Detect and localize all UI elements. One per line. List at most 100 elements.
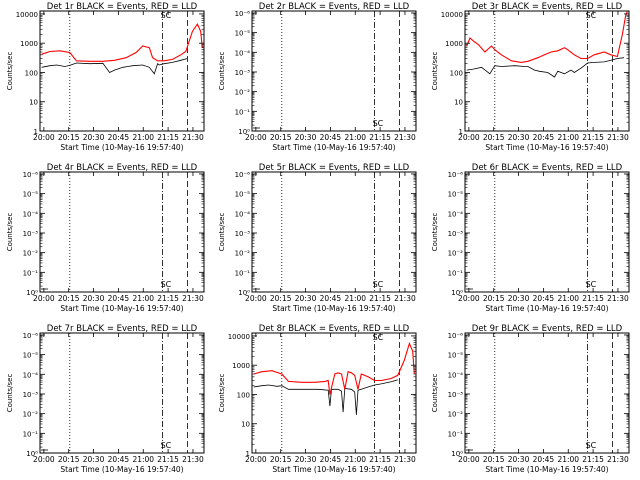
y-axis-label: Counts/sec (6, 213, 14, 252)
events-rate-line (41, 58, 188, 75)
y-tick-label: 100 (25, 69, 38, 77)
y-tick-label: 10⁻³ (448, 230, 464, 238)
x-tick-label: 21:30 (394, 455, 416, 464)
x-axis-label: Start Time (10-May-16 19:57:40) (485, 465, 608, 474)
y-tick-label: 10⁻⁴ (235, 49, 251, 57)
plot-frame (39, 171, 205, 293)
y-tick-label: 10⁻⁵ (448, 352, 464, 360)
x-tick-label: 21:00 (344, 133, 366, 142)
x-tick-label: 21:30 (394, 133, 416, 142)
y-tick-label: 10⁻² (23, 250, 39, 258)
y-tick-label: 10⁻² (235, 250, 251, 258)
x-tick-label: 21:15 (582, 455, 604, 464)
panel-title: Det 3r BLACK = Events, RED = LLD (472, 2, 623, 12)
x-tick-label: 20:15 (58, 455, 80, 464)
x-tick-label: 20:15 (58, 294, 80, 303)
x-tick-label: 20:00 (458, 133, 480, 142)
x-tick-label: 21:15 (157, 133, 179, 142)
x-tick-label: 20:30 (508, 455, 530, 464)
sc-annotation: SC (161, 280, 172, 289)
y-tick-label: 10⁻⁴ (448, 371, 464, 379)
x-tick-label: 21:00 (344, 455, 366, 464)
x-tick-label: 21:30 (394, 294, 416, 303)
y-tick-label: 10⁻¹ (448, 269, 464, 277)
x-tick-label: 20:45 (533, 133, 555, 142)
y-tick-label: 10⁻⁶ (235, 171, 251, 179)
x-tick-label: 21:00 (132, 294, 154, 303)
sc-annotation: SC (161, 11, 172, 20)
x-tick-label: 20:00 (245, 294, 267, 303)
y-tick-label: 10⁻¹ (448, 430, 464, 438)
x-tick-label: 20:00 (458, 294, 480, 303)
x-tick-label: 20:45 (533, 455, 555, 464)
x-tick-label: 20:30 (295, 294, 317, 303)
x-tick-label: 20:45 (320, 455, 342, 464)
y-tick-label: 10⁻² (23, 411, 39, 419)
y-tick-label: 10⁻³ (235, 230, 251, 238)
x-axis-label: Start Time (10-May-16 19:57:40) (60, 465, 183, 474)
y-tick-label: 10⁻² (235, 89, 251, 97)
events-rate-line (253, 379, 398, 415)
y-tick-label: 10⁻⁶ (23, 332, 39, 340)
x-tick-label: 20:15 (270, 294, 292, 303)
panel-title: Det 2r BLACK = Events, RED = LLD (259, 2, 410, 12)
x-tick-label: 20:15 (483, 133, 505, 142)
y-tick-label: 10⁻⁴ (448, 210, 464, 218)
x-tick-label: 20:15 (270, 133, 292, 142)
x-tick-label: 20:30 (295, 133, 317, 142)
y-axis-label: Counts/sec (218, 52, 226, 91)
y-tick-label: 10⁻⁵ (448, 191, 464, 199)
x-axis-label: Start Time (10-May-16 19:57:40) (272, 304, 395, 313)
x-tick-label: 20:30 (508, 133, 530, 142)
x-tick-label: 20:30 (83, 294, 105, 303)
x-tick-label: 21:15 (157, 455, 179, 464)
x-axis-label: Start Time (10-May-16 19:57:40) (272, 465, 395, 474)
y-tick-label: 10⁻⁵ (23, 352, 39, 360)
x-tick-label: 21:15 (369, 133, 391, 142)
x-tick-label: 21:30 (182, 294, 204, 303)
y-tick-label: 10⁰ (26, 289, 38, 297)
y-tick-label: 10⁻¹ (235, 269, 251, 277)
y-tick-label: 100 (450, 69, 463, 77)
x-tick-label: 21:30 (607, 133, 629, 142)
sc-annotation: SC (586, 441, 597, 450)
x-tick-label: 20:30 (295, 455, 317, 464)
x-tick-label: 21:00 (132, 133, 154, 142)
x-axis-label: Start Time (10-May-16 19:57:40) (60, 143, 183, 152)
sc-annotation: SC (373, 280, 384, 289)
lld-rate-line (253, 341, 415, 395)
x-tick-label: 20:00 (33, 133, 55, 142)
x-tick-label: 21:00 (557, 133, 579, 142)
y-tick-label: 10⁻³ (448, 391, 464, 399)
y-tick-label: 10⁻⁶ (235, 10, 251, 18)
y-tick-label: 1000 (445, 40, 463, 48)
plot-frame (464, 332, 630, 454)
y-tick-label: 10 (29, 99, 38, 107)
x-axis-label: Start Time (10-May-16 19:57:40) (485, 304, 608, 313)
y-tick-label: 10⁻⁶ (448, 171, 464, 179)
y-tick-label: 10⁻³ (23, 391, 39, 399)
y-tick-label: 10⁻⁴ (235, 210, 251, 218)
plot-frame (39, 10, 205, 132)
plot-frame (251, 171, 417, 293)
x-axis-label: Start Time (10-May-16 19:57:40) (272, 143, 395, 152)
y-tick-label: 10⁻⁶ (23, 171, 39, 179)
x-tick-label: 20:30 (83, 455, 105, 464)
plot-frame (39, 332, 205, 454)
y-tick-label: 1 (34, 128, 38, 136)
y-tick-label: 10⁻⁵ (23, 191, 39, 199)
x-tick-label: 20:00 (245, 133, 267, 142)
sc-annotation: SC (373, 119, 384, 128)
x-tick-label: 20:45 (533, 294, 555, 303)
x-tick-label: 20:15 (270, 455, 292, 464)
y-tick-label: 10⁰ (451, 289, 463, 297)
panel-title: Det 5r BLACK = Events, RED = LLD (259, 163, 410, 173)
